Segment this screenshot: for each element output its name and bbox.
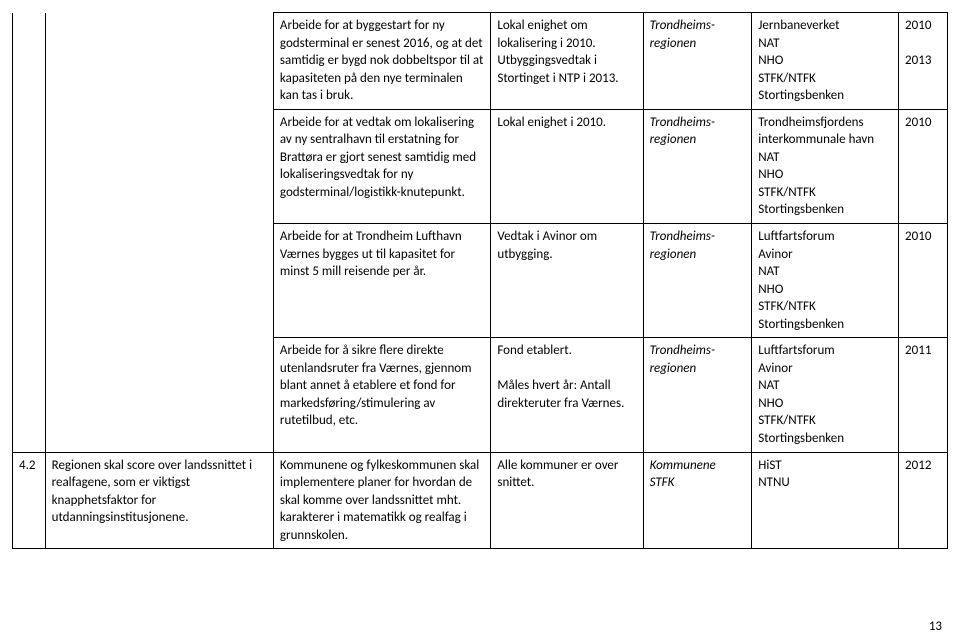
partners-text: LuftfartsforumAvinorNATNHOSTFK/NTFKStort… <box>752 338 899 452</box>
milestone-text: Lokal enighet om lokalisering i 2010. Ut… <box>491 13 643 110</box>
row-title <box>45 109 273 223</box>
table-row: Arbeide for at vedtak om lokalisering av… <box>13 109 948 223</box>
row-title <box>45 224 273 338</box>
partners-text: HiSTNTNU <box>752 452 899 549</box>
milestone-text: Vedtak i Avinor om utbygging. <box>491 224 643 338</box>
row-number: 4.2 <box>13 452 46 549</box>
responsible-text: Trondheims-regionen <box>643 13 752 110</box>
row-number <box>13 338 46 452</box>
action-text: Arbeide for å sikre flere direkte utenla… <box>273 338 490 452</box>
year-text: 2011 <box>899 338 948 452</box>
table-row: Arbeide for at byggestart for ny godster… <box>13 13 948 110</box>
action-text: Arbeide for at byggestart for ny godster… <box>273 13 490 110</box>
year-text: 2010 <box>899 109 948 223</box>
action-text: Kommunene og fylkeskommunen skal impleme… <box>273 452 490 549</box>
page-number: 13 <box>929 619 942 634</box>
row-title <box>45 338 273 452</box>
table-row: Arbeide for at Trondheim Lufthavn Værnes… <box>13 224 948 338</box>
action-text: Arbeide for at Trondheim Lufthavn Værnes… <box>273 224 490 338</box>
year-text: 2010 <box>899 224 948 338</box>
milestone-text: Alle kommuner er over snittet. <box>491 452 643 549</box>
milestone-text: Fond etablert.Måles hvert år: Antall dir… <box>491 338 643 452</box>
responsible-text: Trondheims-regionen <box>643 109 752 223</box>
table-row: Arbeide for å sikre flere direkte utenla… <box>13 338 948 452</box>
year-text: 2012 <box>899 452 948 549</box>
row-number <box>13 224 46 338</box>
partners-text: LuftfartsforumAvinorNATNHOSTFK/NTFKStort… <box>752 224 899 338</box>
partners-text: JernbaneverketNATNHOSTFK/NTFKStortingsbe… <box>752 13 899 110</box>
responsible-text: Trondheims-regionen <box>643 338 752 452</box>
row-title <box>45 13 273 110</box>
partners-text: Trondheimsfjordens interkommunale havnNA… <box>752 109 899 223</box>
table-row: 4.2Regionen skal score over landssnittet… <box>13 452 948 549</box>
action-text: Arbeide for at vedtak om lokalisering av… <box>273 109 490 223</box>
responsible-text: Trondheims-regionen <box>643 224 752 338</box>
responsible-text: KommuneneSTFK <box>643 452 752 549</box>
row-title: Regionen skal score over landssnittet i … <box>45 452 273 549</box>
year-text: 20102013 <box>899 13 948 110</box>
milestone-text: Lokal enighet i 2010. <box>491 109 643 223</box>
document-table: Arbeide for at byggestart for ny godster… <box>12 12 948 549</box>
row-number <box>13 109 46 223</box>
row-number <box>13 13 46 110</box>
